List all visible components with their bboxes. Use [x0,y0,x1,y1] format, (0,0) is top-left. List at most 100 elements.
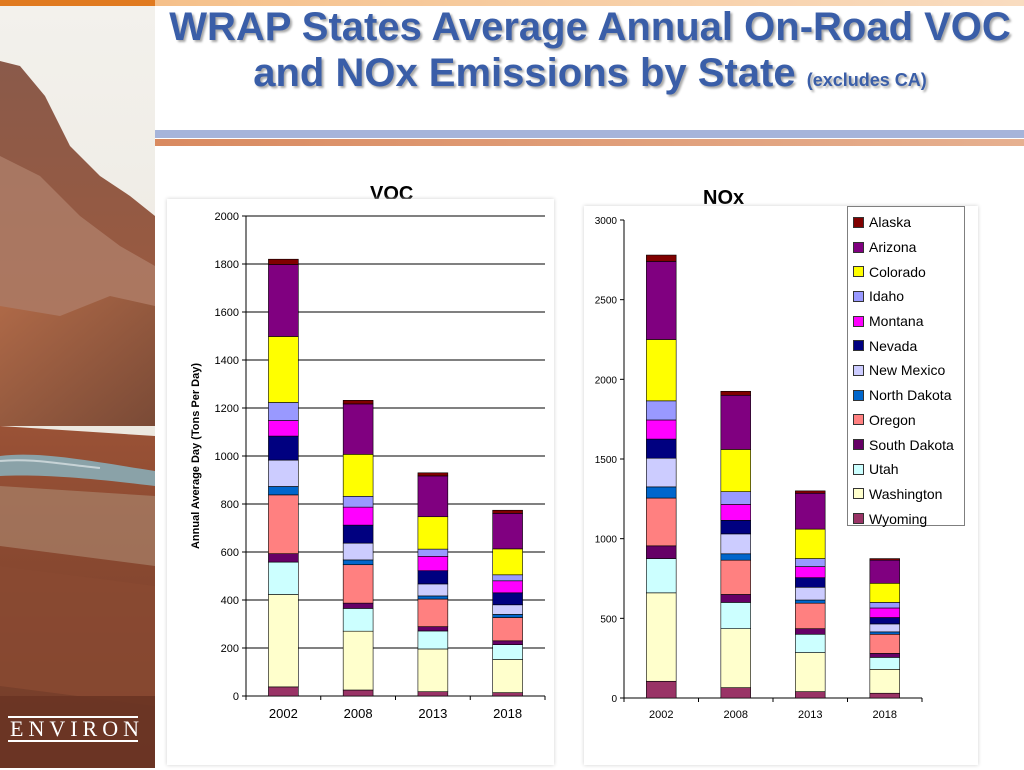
bar-segment-south-dakota [342,602,374,609]
y-tick-label: 2000 [215,211,239,223]
bar-segment-wyoming [720,687,751,699]
bar-segment-colorado [268,336,299,403]
bar-segment-arizona [417,475,449,518]
legend-label: South Dakota [869,436,954,453]
bar-segment-colorado [795,528,826,559]
bar-segment-montana [492,580,523,594]
legend-item-wyoming: Wyoming [848,506,964,531]
bar-segment-nevada [342,524,374,544]
slide-title: WRAP States Average Annual On-Road VOC a… [165,4,1015,96]
nox-chart: 0 500 1000 1500 2000 2500 3000 2002 2008 2013 2018 [595,216,923,721]
bar-segment-arizona [646,261,677,340]
bar-segment-montana [795,566,826,579]
bar-segment-montana [342,506,374,526]
y-axis-title: Annual Average Day (Tons Per Day) [190,363,202,549]
bar-segment-idaho [417,548,449,557]
bar-segment-montana [646,419,677,440]
legend-label: Idaho [869,288,905,305]
legend-item-new-mexico: New Mexico [848,358,964,383]
bar-segment-north-dakota [795,599,826,604]
legend-label: New Mexico [869,362,946,379]
legend-swatch [853,513,864,525]
y-tick-label: 500 [600,614,617,625]
bar-segment-alaska [268,258,299,265]
bar-segment-colorado [646,339,677,402]
voc-chart: 0 200 400 600 800 1000 1200 1400 1600 1800 2000 200… [190,211,546,721]
bar-segment-alaska [492,509,523,514]
bar-segment-colorado [492,548,523,576]
bar-segment-south-dakota [492,640,523,645]
bar-segment-oregon [795,602,826,629]
legend-label: North Dakota [869,387,952,404]
bar-segment-washington [795,652,826,692]
bar-segment-washington [869,669,900,694]
y-tick-label: 0 [611,694,617,705]
chart-legend: Alaska Arizona Colorado Idaho Montana Nevada N… [847,206,965,527]
legend-item-nevada: Nevada [848,333,964,358]
bar-segment-idaho [268,402,299,421]
bar-segment-wyoming [417,691,449,697]
y-tick-label: 400 [221,595,239,607]
legend-item-washington: Washington [848,482,964,507]
slide-title-note: (excludes CA) [806,70,927,90]
bar-segment-nevada [268,435,299,461]
bar-segment-utah [342,608,374,632]
nox-chart-title: NOx [703,187,745,209]
bar-segment-arizona [869,559,900,584]
legend-swatch [853,241,864,253]
x-tick-label: 2008 [344,706,373,721]
legend-item-colorado: Colorado [848,259,964,284]
bar-segment-south-dakota [268,553,299,563]
bar-segment-wyoming [795,691,826,699]
legend-item-idaho: Idaho [848,284,964,309]
bar-segment-montana [268,420,299,437]
legend-item-south-dakota: South Dakota [848,432,964,457]
bar-segment-colorado [720,449,751,492]
bar-segment-north-dakota [492,614,523,618]
title-rule-blue [155,130,1024,138]
bar-segment-washington [492,659,523,693]
y-tick-label: 1800 [215,259,239,271]
bar-segment-idaho [492,574,523,582]
bar-segment-montana [417,556,449,572]
legend-item-oregon: Oregon [848,408,964,433]
bar-segment-montana [869,607,900,618]
bar-segment-new-mexico [268,459,299,487]
bar-segment-new-mexico [342,542,374,561]
bar-segment-washington [342,630,374,691]
bar-segment-colorado [342,454,374,497]
canyon-photo [0,6,155,768]
bar-segment-utah [417,630,449,650]
bar-segment-oregon [417,598,449,627]
bar-segment-utah [268,561,299,595]
legend-label: Colorado [869,263,926,280]
legend-swatch [853,290,864,302]
bar-segment-utah [720,602,751,629]
bar-segment-south-dakota [417,626,449,632]
environ-logo: ENVIRON [8,716,144,742]
bar-segment-utah [492,644,523,660]
bar-segment-nevada [492,592,523,606]
legend-swatch [853,340,864,352]
y-tick-label: 2500 [595,296,618,307]
top-accent-bar [0,0,1024,6]
y-tick-label: 200 [221,643,239,655]
y-tick-label: 1400 [215,355,239,367]
bar-segment-utah [795,633,826,653]
legend-swatch [853,315,864,327]
y-tick-label: 1000 [595,535,618,546]
bar-segment-arizona [720,394,751,450]
bar-segment-idaho [342,496,374,508]
legend-item-utah: Utah [848,457,964,482]
x-tick-label: 2002 [269,706,298,721]
bar-segment-new-mexico [646,457,677,488]
bar-segment-oregon [268,494,299,554]
legend-swatch [853,389,864,401]
legend-label: Wyoming [869,510,928,527]
legend-item-alaska: Alaska [848,210,964,235]
bar-segment-new-mexico [417,583,449,597]
bar-segment-colorado [417,516,449,550]
bar-segment-new-mexico [795,586,826,601]
bar-segment-oregon [646,497,677,547]
bar-segment-nevada [869,617,900,625]
